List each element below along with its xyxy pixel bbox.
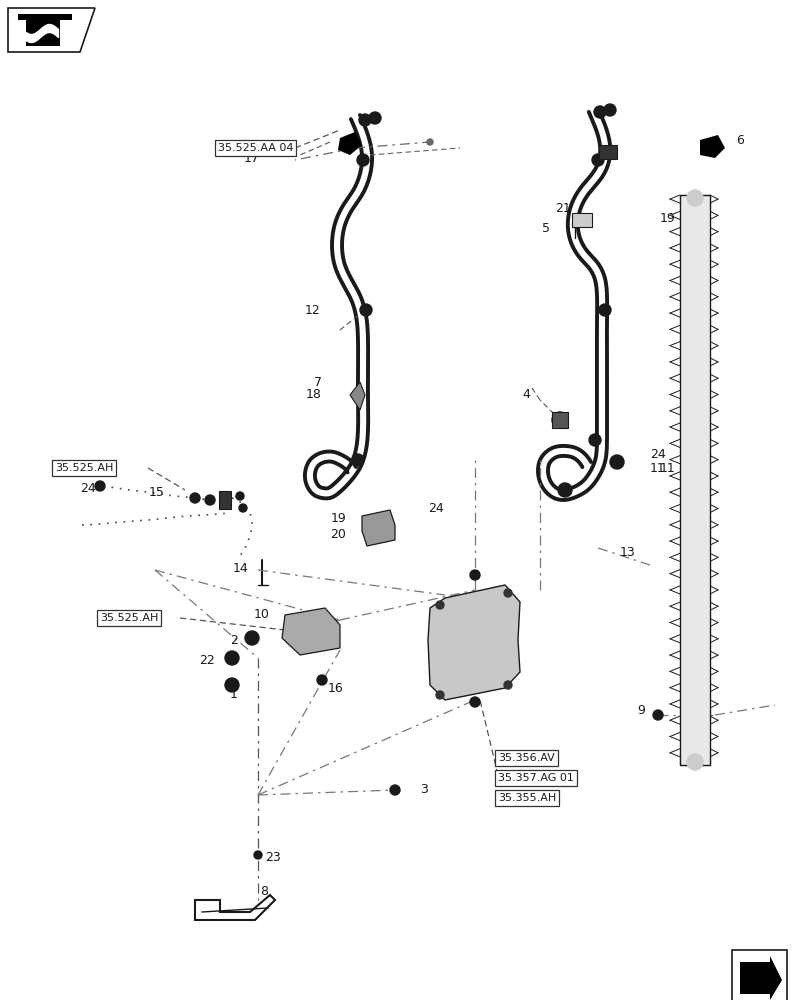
- Bar: [599, 145, 616, 159]
- Text: 35.525.AH: 35.525.AH: [100, 613, 158, 623]
- Text: 5: 5: [541, 222, 549, 234]
- Text: 2: 2: [230, 634, 238, 647]
- Circle shape: [190, 493, 200, 503]
- Text: 24: 24: [427, 502, 443, 514]
- Polygon shape: [8, 8, 95, 52]
- Circle shape: [470, 570, 479, 580]
- Text: 14: 14: [232, 562, 247, 574]
- Circle shape: [254, 851, 262, 859]
- Circle shape: [686, 754, 702, 770]
- Text: 8: 8: [260, 885, 268, 898]
- Circle shape: [588, 434, 600, 446]
- Circle shape: [95, 481, 105, 491]
- Text: 35.525.AA 04: 35.525.AA 04: [217, 143, 293, 153]
- Bar: [679, 753, 709, 765]
- Circle shape: [557, 483, 571, 497]
- Text: 7: 7: [314, 375, 322, 388]
- Polygon shape: [350, 382, 365, 410]
- Circle shape: [603, 104, 616, 116]
- Text: 24: 24: [80, 482, 96, 494]
- Circle shape: [436, 691, 444, 699]
- Polygon shape: [337, 132, 362, 155]
- Bar: [679, 195, 709, 207]
- Circle shape: [686, 190, 702, 206]
- Circle shape: [368, 112, 380, 124]
- Circle shape: [594, 106, 605, 118]
- Circle shape: [470, 697, 479, 707]
- Text: 12: 12: [304, 304, 320, 316]
- Polygon shape: [427, 585, 519, 700]
- Text: 11: 11: [659, 462, 675, 475]
- Circle shape: [225, 678, 238, 692]
- Circle shape: [599, 304, 610, 316]
- Text: 6: 6: [735, 134, 743, 147]
- Circle shape: [652, 710, 663, 720]
- Bar: [219, 491, 230, 509]
- Circle shape: [225, 651, 238, 665]
- Circle shape: [609, 455, 623, 469]
- Text: 24: 24: [649, 448, 665, 462]
- Circle shape: [591, 154, 603, 166]
- Circle shape: [504, 589, 512, 597]
- Circle shape: [316, 675, 327, 685]
- Polygon shape: [18, 14, 72, 46]
- Text: 19: 19: [330, 512, 345, 524]
- Polygon shape: [281, 608, 340, 655]
- Circle shape: [359, 304, 371, 316]
- Text: 20: 20: [330, 528, 345, 542]
- Text: 13: 13: [620, 546, 635, 558]
- Circle shape: [389, 785, 400, 795]
- Text: 11: 11: [649, 462, 665, 475]
- Text: 19: 19: [659, 212, 675, 225]
- Polygon shape: [362, 510, 394, 546]
- Circle shape: [504, 681, 512, 689]
- Text: 35.357.AG 01: 35.357.AG 01: [497, 773, 573, 783]
- Text: 18: 18: [306, 388, 322, 401]
- Text: 4: 4: [521, 388, 530, 401]
- Text: 22: 22: [199, 654, 215, 666]
- Polygon shape: [699, 135, 724, 158]
- Circle shape: [238, 504, 247, 512]
- Text: 9: 9: [637, 704, 644, 716]
- Circle shape: [236, 492, 243, 500]
- Text: 21: 21: [554, 202, 570, 215]
- Bar: [679, 195, 709, 765]
- Text: 3: 3: [419, 783, 427, 796]
- Circle shape: [358, 114, 371, 126]
- Circle shape: [351, 454, 363, 466]
- Bar: [571, 213, 591, 227]
- Circle shape: [436, 601, 444, 609]
- Text: 1: 1: [230, 688, 238, 702]
- Circle shape: [245, 631, 259, 645]
- Text: 35.355.AH: 35.355.AH: [497, 793, 556, 803]
- Text: 17: 17: [244, 152, 260, 165]
- Circle shape: [204, 495, 215, 505]
- Text: 23: 23: [264, 851, 281, 864]
- Text: 16: 16: [328, 682, 343, 694]
- Polygon shape: [739, 956, 781, 1000]
- Text: 10: 10: [254, 608, 270, 621]
- Bar: [731, 950, 786, 1000]
- Text: 15: 15: [149, 486, 165, 498]
- Circle shape: [357, 154, 368, 166]
- Text: 35.356.AV: 35.356.AV: [497, 753, 554, 763]
- Bar: [551, 412, 568, 428]
- Circle shape: [427, 139, 432, 145]
- Circle shape: [551, 412, 568, 428]
- Text: 35.525.AH: 35.525.AH: [55, 463, 114, 473]
